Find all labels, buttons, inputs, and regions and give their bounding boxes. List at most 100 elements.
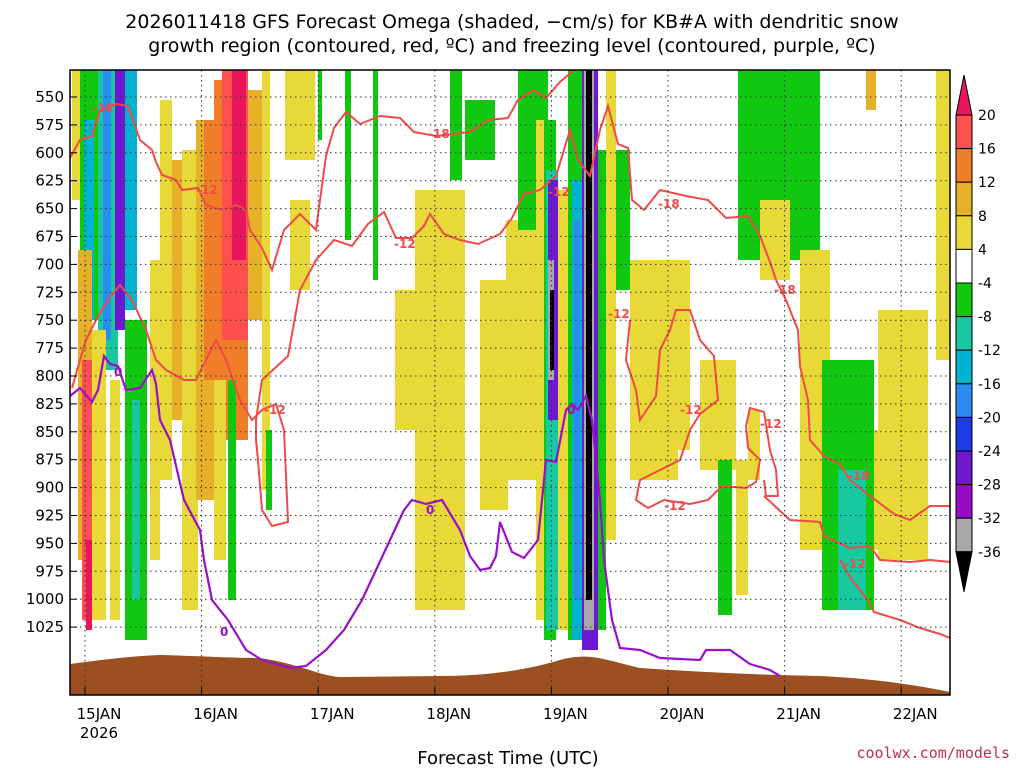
omega-patch xyxy=(232,70,246,260)
omega-patch xyxy=(125,70,137,310)
omega-patch xyxy=(132,400,140,600)
omega-patch xyxy=(465,100,495,160)
y-tick-label: 825 xyxy=(35,395,64,413)
contour-minus12-bottom xyxy=(839,559,950,639)
colorbar-segment xyxy=(955,181,973,217)
colorbar-segment xyxy=(955,148,973,183)
colorbar-top-arrow xyxy=(955,74,973,116)
y-tick-label: 750 xyxy=(35,311,64,329)
omega-patch xyxy=(760,200,790,280)
omega-patch xyxy=(395,290,415,430)
omega-patch xyxy=(204,120,214,380)
omega-patch xyxy=(606,70,616,540)
omega-patch xyxy=(285,70,315,160)
contour-minus12-lower xyxy=(624,309,780,510)
y-tick-label: 775 xyxy=(35,339,64,357)
colorbar-segment xyxy=(955,248,973,284)
omega-patch xyxy=(345,70,351,240)
omega-patch xyxy=(878,310,928,560)
omega-patch xyxy=(630,260,678,480)
contour-label: -12 xyxy=(196,183,218,197)
x-year-label: 2026 xyxy=(80,724,118,742)
colorbar-segment xyxy=(955,450,973,486)
colorbar-segment xyxy=(955,282,973,318)
omega-patch xyxy=(150,260,160,560)
omega-patch xyxy=(86,540,92,630)
terrain-profile xyxy=(70,655,950,695)
contour-label: -12 xyxy=(92,101,114,115)
contour-label: -12 xyxy=(664,499,686,513)
colorbar-segment xyxy=(955,215,973,250)
contour-minus12-upper xyxy=(71,102,950,528)
x-tick-label: 15JAN xyxy=(77,705,122,723)
y-tick-label: 700 xyxy=(35,255,64,273)
omega-patch xyxy=(110,380,120,620)
omega-patch xyxy=(115,70,125,330)
contour-label: -18 xyxy=(428,127,450,141)
contour-label: -12 xyxy=(394,237,416,251)
chart-title-line2: growth region (contoured, red, ºC) and f… xyxy=(148,35,875,57)
credit-text: coolwx.com/models xyxy=(856,744,1010,762)
omega-patch xyxy=(160,100,172,480)
omega-patch xyxy=(415,190,465,610)
contour-labels: -12 -12 -12 -12 -18 -12 -12 -18 -12 -12 … xyxy=(92,101,870,571)
freezing-label: 0 xyxy=(567,403,575,417)
colorbar-label: -4 xyxy=(978,276,992,292)
freezing-label: 0 xyxy=(114,365,122,379)
grid xyxy=(70,70,950,695)
y-tick-label: 800 xyxy=(35,367,64,385)
x-tick-label: 18JAN xyxy=(426,705,471,723)
colorbar-segment xyxy=(955,517,973,553)
y-tick-label: 550 xyxy=(35,88,64,106)
colorbar-label: 8 xyxy=(978,209,987,225)
contour-label: -12 xyxy=(264,403,286,417)
contour-minus18 xyxy=(70,70,575,273)
y-tick-label: 875 xyxy=(35,451,64,469)
colorbar-segment xyxy=(955,484,973,519)
colorbar-bottom-arrow xyxy=(955,551,973,592)
omega-patch xyxy=(290,200,310,290)
omega-patch xyxy=(262,70,270,490)
plot-field: -12 -12 -12 -12 -18 -12 -12 -18 -12 -12 … xyxy=(70,70,950,695)
y-tick-label: 850 xyxy=(35,423,64,441)
colorbar-label: 4 xyxy=(978,242,987,258)
colorbar-label: -28 xyxy=(978,478,1001,494)
colorbar-label: -8 xyxy=(978,310,992,326)
omega-patch xyxy=(718,460,732,615)
omega-patch xyxy=(248,90,262,320)
y-tick-label: 675 xyxy=(35,228,64,246)
omega-patch xyxy=(92,330,106,620)
omega-patch xyxy=(678,260,690,450)
x-axis-title: Forecast Time (UTC) xyxy=(417,748,598,768)
contour-label: -12 xyxy=(608,307,630,321)
omega-patch xyxy=(82,360,92,620)
omega-patch xyxy=(598,150,606,630)
contour-label: -12 xyxy=(548,185,570,199)
colorbar-label: 20 xyxy=(978,108,996,124)
colorbar-segment xyxy=(955,416,973,452)
freezing-label: 0 xyxy=(426,503,434,517)
y-tick-label: 925 xyxy=(35,507,64,525)
omega-patch xyxy=(866,70,876,110)
y-tick-label: 1000 xyxy=(26,590,64,608)
contour-minus18-lower xyxy=(763,495,950,564)
colorbar-label: -24 xyxy=(978,444,1001,460)
colorbar-label: 16 xyxy=(978,142,996,158)
x-tick-label: 20JAN xyxy=(660,705,705,723)
omega-patch xyxy=(228,380,236,600)
freezing-labels: 0 0 0 0 xyxy=(114,365,575,639)
omega-patch xyxy=(318,70,322,140)
omega-patch xyxy=(586,70,592,600)
omega-patch xyxy=(700,360,736,470)
omega-patch xyxy=(84,120,94,320)
colorbar-segment xyxy=(955,349,973,385)
y-tick-label: 625 xyxy=(35,172,64,190)
colorbar-segment xyxy=(955,114,973,150)
omega-patch xyxy=(103,70,111,340)
contour-label: -12 xyxy=(760,417,782,431)
x-tick-label: 17JAN xyxy=(310,705,355,723)
y-tick-label: 575 xyxy=(35,116,64,134)
freezing-level-contour xyxy=(70,353,781,677)
chart-title-line1: 2026011418 GFS Forecast Omega (shaded, −… xyxy=(125,11,898,33)
x-tick-label: 16JAN xyxy=(193,705,238,723)
